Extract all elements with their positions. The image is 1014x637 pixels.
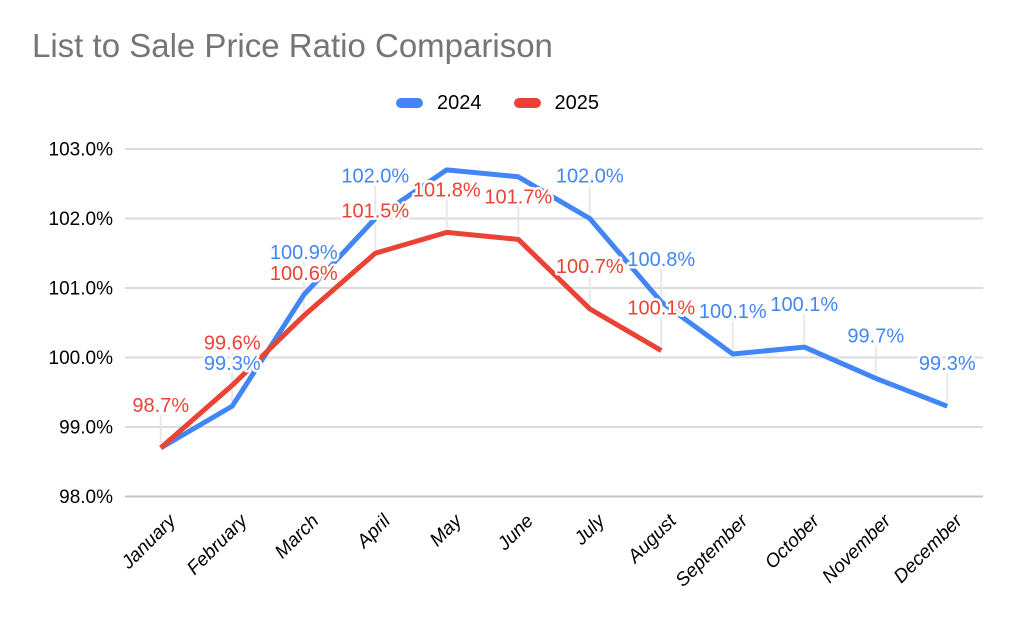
y-axis-tick-label: 101.0% — [49, 279, 114, 300]
x-axis-label: September — [672, 510, 753, 591]
data-label-2025: 100.1% — [627, 298, 695, 320]
x-axis-label: August — [623, 510, 681, 568]
legend-swatch-2024-icon — [396, 98, 423, 108]
x-axis-label: May — [426, 510, 467, 551]
data-label-2025: 100.6% — [270, 263, 338, 285]
y-axis-tick-label: 99.0% — [59, 418, 113, 439]
data-label-2024: 99.3% — [204, 353, 261, 375]
series-line-2024[interactable] — [159, 167, 949, 451]
legend-item-2024[interactable]: 2024 — [396, 92, 482, 114]
data-label-2024: 100.8% — [627, 249, 695, 271]
data-label-2025: 99.6% — [204, 332, 261, 354]
legend-item-2025[interactable]: 2025 — [513, 92, 600, 114]
legend-label-2025: 2025 — [554, 92, 600, 114]
data-label-2025: 100.7% — [556, 256, 624, 278]
data-label-2024: 100.1% — [699, 301, 767, 323]
x-axis-label: January — [117, 510, 181, 574]
data-label-2024: 102.0% — [556, 166, 624, 188]
x-axis-label: March — [271, 511, 323, 563]
series-line-2025[interactable] — [159, 229, 663, 450]
chart-legend: 2024 2025 — [396, 92, 599, 114]
x-axis-label: December — [890, 510, 967, 587]
data-label-2025: 101.5% — [341, 200, 409, 222]
x-axis-label: February — [183, 510, 253, 580]
x-axis-label: June — [493, 511, 538, 556]
legend-swatch-2025-icon — [513, 98, 541, 108]
y-axis-tick-label: 98.0% — [59, 487, 113, 508]
data-label-2024: 100.1% — [770, 294, 838, 316]
y-axis-tick-label: 100.0% — [49, 348, 114, 369]
y-axis-tick-label: 102.0% — [49, 209, 114, 230]
y-axis-tick-label: 103.0% — [49, 140, 114, 161]
data-label-2025: 101.8% — [413, 179, 481, 201]
chart-title: List to Sale Price Ratio Comparison — [32, 27, 553, 64]
data-label-2024: 102.0% — [341, 166, 409, 188]
data-label-2025: 98.7% — [132, 395, 189, 417]
legend-label-2024: 2024 — [437, 92, 482, 114]
data-label-2024: 99.3% — [919, 353, 976, 375]
data-label-2024: 100.9% — [270, 242, 338, 264]
x-axis-label: November — [818, 510, 895, 587]
x-axis-label: October — [761, 510, 824, 573]
x-axis-label: July — [570, 510, 611, 551]
x-axis-label: April — [352, 510, 395, 553]
data-label-2024: 99.7% — [847, 325, 904, 347]
data-label-2025: 101.7% — [484, 186, 552, 208]
